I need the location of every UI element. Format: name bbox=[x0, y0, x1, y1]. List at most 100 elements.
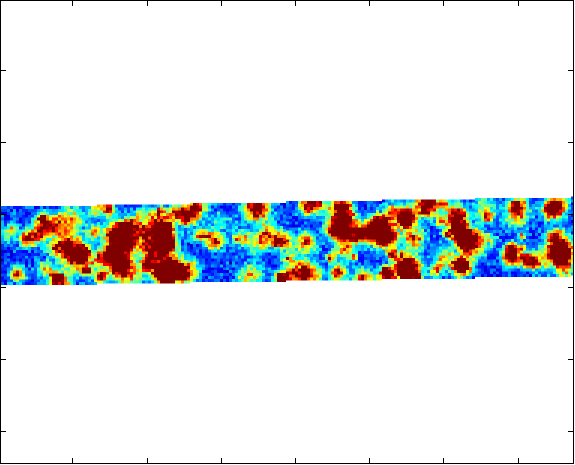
image-cell bbox=[532, 256, 535, 260]
image-cell bbox=[286, 239, 289, 243]
image-cell bbox=[40, 226, 43, 230]
image-cell bbox=[376, 253, 379, 257]
image-cell bbox=[292, 221, 295, 225]
image-cell bbox=[61, 282, 64, 286]
image-cell bbox=[34, 261, 37, 265]
image-cell bbox=[76, 282, 79, 286]
image-cell bbox=[4, 279, 7, 283]
image-cell bbox=[121, 257, 124, 261]
image-cell bbox=[22, 226, 25, 230]
image-cell bbox=[151, 257, 154, 261]
image-cell bbox=[472, 243, 475, 247]
image-cell bbox=[310, 274, 313, 278]
image-cell bbox=[37, 261, 40, 265]
image-cell bbox=[127, 224, 130, 228]
image-cell bbox=[385, 205, 388, 209]
image-cell bbox=[124, 248, 127, 252]
image-cell bbox=[202, 246, 205, 250]
image-cell bbox=[112, 224, 115, 228]
image-cell bbox=[16, 282, 19, 286]
image-cell bbox=[265, 261, 268, 265]
image-cell bbox=[241, 214, 244, 218]
image-cell bbox=[433, 205, 436, 209]
image-cell bbox=[94, 267, 97, 271]
image-cell bbox=[532, 203, 535, 207]
image-cell bbox=[499, 268, 502, 272]
image-cell bbox=[286, 277, 289, 281]
image-cell bbox=[289, 271, 292, 275]
image-cell bbox=[397, 223, 400, 226]
image-cell bbox=[553, 247, 556, 251]
image-cell bbox=[424, 205, 427, 209]
image-cell bbox=[388, 252, 391, 256]
image-cell bbox=[313, 274, 316, 278]
image-cell bbox=[517, 203, 520, 207]
image-cell bbox=[541, 200, 544, 204]
image-cell bbox=[106, 265, 109, 269]
image-cell bbox=[169, 230, 172, 234]
image-cell bbox=[448, 211, 451, 215]
image-cell bbox=[238, 276, 241, 280]
image-cell bbox=[412, 255, 415, 259]
image-cell bbox=[457, 246, 460, 250]
image-cell bbox=[496, 274, 499, 278]
image-cell bbox=[451, 214, 454, 218]
image-cell bbox=[253, 246, 256, 250]
image-cell bbox=[16, 241, 19, 245]
image-cell bbox=[127, 277, 130, 281]
image-cell bbox=[103, 254, 106, 258]
image-cell bbox=[550, 198, 553, 201]
image-cell bbox=[247, 243, 250, 247]
image-cell bbox=[484, 253, 487, 257]
image-cell bbox=[418, 275, 421, 279]
image-cell bbox=[388, 199, 391, 203]
image-cell bbox=[280, 235, 283, 238]
image-cell bbox=[178, 204, 181, 208]
image-cell bbox=[100, 207, 103, 211]
image-cell bbox=[85, 238, 88, 242]
image-cell bbox=[448, 264, 451, 268]
image-cell bbox=[4, 249, 7, 253]
image-cell bbox=[16, 244, 19, 248]
image-cell bbox=[196, 258, 199, 262]
image-cell bbox=[496, 209, 499, 213]
image-cell bbox=[337, 230, 340, 234]
image-cell bbox=[490, 221, 493, 225]
image-cell bbox=[37, 264, 40, 268]
image-cell bbox=[415, 264, 418, 268]
image-cell bbox=[481, 230, 484, 234]
image-cell bbox=[124, 216, 127, 220]
image-cell bbox=[133, 239, 136, 243]
image-cell bbox=[532, 233, 535, 237]
image-cell bbox=[319, 259, 322, 263]
image-cell bbox=[13, 273, 16, 277]
image-cell bbox=[514, 200, 517, 204]
image-cell bbox=[178, 239, 181, 243]
image-cell bbox=[241, 252, 244, 256]
image-cell bbox=[10, 226, 13, 230]
image-cell bbox=[109, 274, 112, 278]
image-cell bbox=[217, 267, 220, 271]
image-cell bbox=[163, 251, 166, 255]
image-cell bbox=[289, 251, 292, 254]
image-cell bbox=[205, 217, 208, 221]
image-cell bbox=[442, 252, 445, 256]
image-cell bbox=[280, 264, 283, 268]
image-cell bbox=[136, 280, 139, 284]
image-cell bbox=[310, 210, 313, 213]
image-cell bbox=[322, 218, 325, 222]
image-cell bbox=[463, 217, 466, 221]
image-cell bbox=[379, 224, 382, 228]
image-cell bbox=[538, 262, 541, 266]
image-cell bbox=[367, 230, 370, 234]
image-cell bbox=[430, 220, 433, 224]
image-cell bbox=[88, 220, 91, 224]
image-cell bbox=[448, 234, 451, 238]
image-cell bbox=[52, 241, 55, 245]
image-cell bbox=[7, 247, 10, 250]
image-cell bbox=[235, 214, 238, 218]
image-cell bbox=[109, 248, 112, 252]
image-cell bbox=[355, 236, 358, 240]
image-cell bbox=[52, 238, 55, 242]
image-cell bbox=[169, 254, 172, 258]
